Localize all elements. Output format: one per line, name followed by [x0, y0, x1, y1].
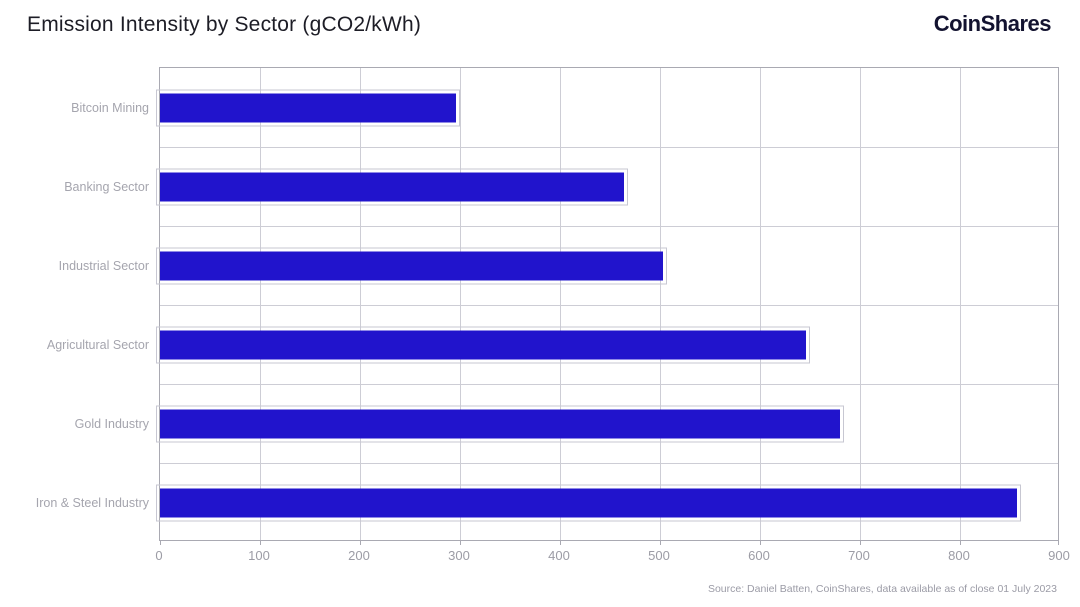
- grid-h-line: [160, 305, 1058, 306]
- category-label: Banking Sector: [64, 179, 149, 194]
- bar-row: Industrial Sector: [59, 226, 1058, 305]
- x-tick-mark: [360, 541, 361, 545]
- grid-v-line: [760, 68, 761, 540]
- bar: [156, 89, 460, 126]
- category-label: Gold Industry: [74, 416, 149, 431]
- grid-v-line: [860, 68, 861, 540]
- x-tick-label: 600: [748, 548, 770, 563]
- grid-v-line: [260, 68, 261, 540]
- x-axis: 0 100 200 300 400 500 600 700 800 900: [155, 548, 1069, 568]
- grid-h-line: [160, 147, 1058, 148]
- x-tick-label: 800: [948, 548, 970, 563]
- x-tick-label: 500: [648, 548, 670, 563]
- x-tick-label: 200: [348, 548, 370, 563]
- bar-fill: [160, 251, 663, 280]
- grid-h-line: [160, 226, 1058, 227]
- grid-h-line: [160, 384, 1058, 385]
- x-tick-mark: [260, 541, 261, 545]
- x-tick-mark: [660, 541, 661, 545]
- grid-h-line: [160, 463, 1058, 464]
- bar-fill: [160, 409, 840, 438]
- coinshares-logo: CoinShares: [933, 11, 1052, 36]
- bar: [156, 168, 628, 205]
- bar: [156, 247, 667, 284]
- x-tick-label: 0: [155, 548, 163, 563]
- bar: [156, 405, 844, 442]
- bar-fill: [160, 172, 624, 201]
- plot-area: Bitcoin Mining Banking Sector Industrial S…: [36, 67, 1059, 545]
- x-tick-mark: [160, 541, 161, 545]
- x-tick-mark: [860, 541, 861, 545]
- bar-row: Bitcoin Mining: [71, 68, 1058, 147]
- category-label: Industrial Sector: [58, 258, 149, 273]
- x-tick-label: 400: [548, 548, 570, 563]
- grid-v-line: [360, 68, 361, 540]
- x-tick-label: 900: [1048, 548, 1070, 563]
- source-note: Source: Daniel Batten, CoinShares, data …: [707, 583, 1057, 595]
- grid-v-line: [660, 68, 661, 540]
- x-tick-label: 300: [448, 548, 470, 563]
- x-tick-mark: [1058, 541, 1059, 545]
- bar-fill: [160, 488, 1017, 517]
- category-label: Agricultural Sector: [46, 337, 149, 352]
- bar-row: Gold Industry: [75, 384, 1058, 463]
- bar: [156, 484, 1021, 521]
- category-label: Bitcoin Mining: [71, 100, 149, 115]
- x-tick-mark: [760, 541, 761, 545]
- bar-row: Banking Sector: [64, 147, 1058, 226]
- bar-row: Agricultural Sector: [47, 305, 1058, 384]
- grid-v-line: [560, 68, 561, 540]
- x-tick-label: 100: [248, 548, 270, 563]
- x-tick-mark: [460, 541, 461, 545]
- grid-v-line: [460, 68, 461, 540]
- category-label: Iron & Steel Industry: [35, 495, 149, 510]
- x-tick-mark: [960, 541, 961, 545]
- page-title: Emission Intensity by Sector (gCO2/kWh): [27, 13, 422, 36]
- bar-fill: [160, 93, 456, 122]
- x-tick-label: 700: [848, 548, 870, 563]
- bar-fill: [160, 330, 806, 359]
- x-tick-mark: [560, 541, 561, 545]
- bar: [156, 326, 810, 363]
- grid-v-line: [960, 68, 961, 540]
- bar-row: Iron & Steel Industry: [36, 463, 1058, 542]
